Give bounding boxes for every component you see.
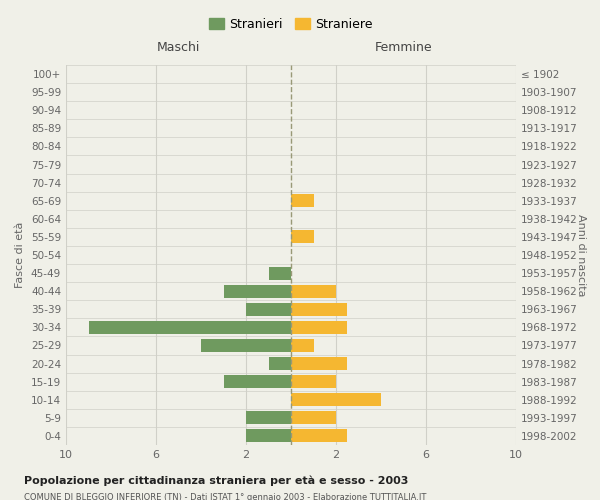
Bar bbox=[223, 375, 291, 388]
Bar bbox=[291, 321, 347, 334]
Bar bbox=[269, 357, 291, 370]
Bar bbox=[291, 194, 314, 207]
Bar bbox=[291, 303, 347, 316]
Bar bbox=[291, 230, 314, 243]
Bar bbox=[269, 266, 291, 280]
Text: Popolazione per cittadinanza straniera per età e sesso - 2003: Popolazione per cittadinanza straniera p… bbox=[24, 476, 409, 486]
Legend: Stranieri, Straniere: Stranieri, Straniere bbox=[209, 18, 373, 31]
Text: Maschi: Maschi bbox=[157, 41, 200, 54]
Bar bbox=[291, 357, 347, 370]
Bar bbox=[291, 284, 336, 298]
Bar bbox=[291, 375, 336, 388]
Bar bbox=[291, 412, 336, 424]
Bar bbox=[89, 321, 291, 334]
Bar bbox=[201, 339, 291, 352]
Bar bbox=[291, 339, 314, 352]
Bar bbox=[246, 412, 291, 424]
Text: Femmine: Femmine bbox=[374, 41, 433, 54]
Y-axis label: Anni di nascita: Anni di nascita bbox=[576, 214, 586, 296]
Bar bbox=[291, 393, 381, 406]
Bar bbox=[246, 430, 291, 442]
Y-axis label: Fasce di età: Fasce di età bbox=[16, 222, 25, 288]
Text: COMUNE DI BLEGGIO INFERIORE (TN) - Dati ISTAT 1° gennaio 2003 - Elaborazione TUT: COMUNE DI BLEGGIO INFERIORE (TN) - Dati … bbox=[24, 492, 427, 500]
Bar bbox=[246, 303, 291, 316]
Bar bbox=[223, 284, 291, 298]
Bar bbox=[291, 430, 347, 442]
